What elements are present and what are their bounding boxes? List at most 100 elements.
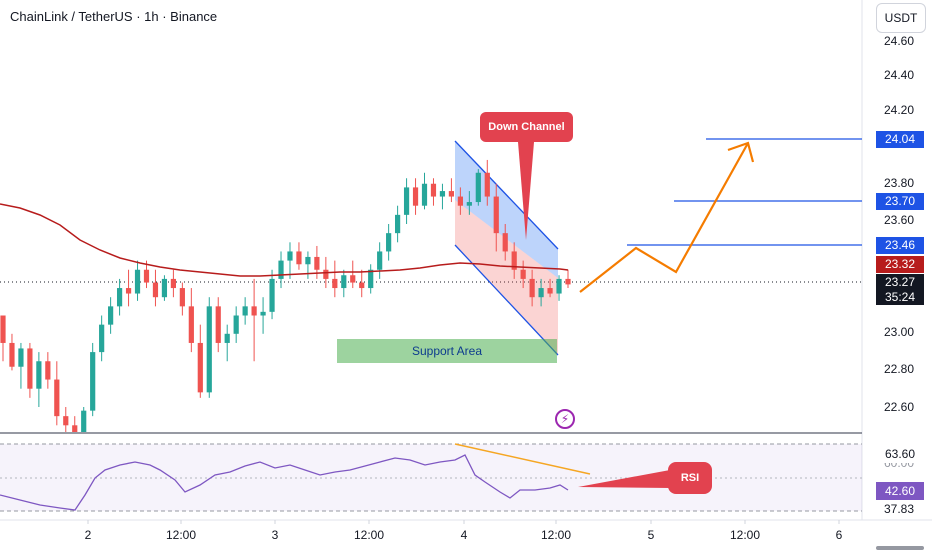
candle-body [224,333,230,343]
projection-arrowhead [727,141,755,163]
candle-body [116,288,123,307]
down-channel-pointer [518,142,534,240]
time-axis-ticks [87,520,840,524]
candle-body [386,233,392,252]
candle-body [296,251,302,265]
candle-body [350,275,356,283]
candle-body [511,251,517,270]
candle-body [206,306,212,393]
candle-body [63,416,69,426]
candle-body [152,282,159,298]
moving-average-line [0,203,569,277]
rsi-divergence-line [454,443,591,475]
candle-body [421,183,428,206]
time-tick: 4 [460,528,468,542]
chart-title: ChainLink / TetherUS · 1h · Binance [10,9,218,24]
candle-body [359,282,365,289]
candle-body [0,315,6,343]
level-badge-2: 23.70 [876,193,924,210]
candlestick-series [0,159,571,432]
level-badge-3: 23.46 [876,237,924,254]
time-tick: 3 [271,528,279,542]
candle-body [108,306,114,325]
price-tick: 24.60 [884,34,915,48]
candle-body [314,256,320,270]
rsi-lower-tick: 37.83 [884,502,915,516]
candle-body [278,260,284,279]
candle-body [125,288,132,294]
candle-body [529,278,535,298]
candle-body [161,278,168,298]
time-tick: 6 [835,528,843,542]
support-area-label[interactable]: Support Area [337,339,557,363]
time-tick: 12:00 [353,528,385,542]
rsi-pointer [578,470,670,488]
candle-body [412,187,419,206]
candle-body [368,269,374,289]
candle-body [81,410,87,432]
lightning-alert-icon[interactable]: ⚡ [555,409,575,429]
candle-body [287,251,293,261]
down-channel-callout[interactable]: Down Channel [480,112,573,142]
down-channel-top [454,140,559,250]
candle-body [242,306,248,316]
time-tick: 12:00 [540,528,572,542]
current-price-badge: 23.27 [876,274,924,290]
candle-body [305,256,311,265]
candle-body [99,324,105,353]
candle-body [439,191,446,197]
candle-body [179,288,185,307]
candle-body [170,278,176,289]
prev-close-badge: 23.32 [876,256,924,273]
candle-body [251,306,257,316]
candle-body [323,269,329,279]
rsi-callout[interactable]: RSI [668,462,712,494]
candle-body [36,361,42,389]
candle-body [520,269,526,279]
candle-body [134,269,141,294]
candle-body [502,233,508,252]
rsi-line [0,454,569,511]
price-tick: 23.60 [884,213,915,227]
candle-body [143,269,150,283]
price-tick: 22.80 [884,362,915,376]
currency-selector[interactable]: USDT [876,3,926,33]
price-tick: 24.40 [884,68,915,82]
candle-body [233,315,239,334]
candle-body [215,306,221,343]
candle-body [457,196,463,206]
candle-body [18,348,24,367]
time-tick: 5 [647,528,655,542]
projection-path [579,142,749,293]
candle-body [403,187,410,215]
countdown-badge: 35:24 [876,290,924,305]
candle-body [395,214,401,234]
candle-body [188,306,194,343]
time-tick: 12:00 [729,528,761,542]
candle-body [547,288,553,294]
candle-body [565,278,571,285]
price-tick: 23.00 [884,325,915,339]
time-tick: 12:00 [165,528,197,542]
candle-body [430,183,437,197]
rsi-current-badge: 42.60 [876,482,924,500]
candle-body [269,278,275,312]
candle-body [538,288,544,298]
candle-body [556,278,562,294]
candle-body [493,196,499,234]
candle-body [466,202,472,206]
time-axis-scrollbar[interactable] [876,546,924,550]
candle-body [72,425,78,432]
price-tick: 22.60 [884,400,915,414]
candle-body [197,342,203,393]
candle-body [484,172,490,197]
price-tick: 24.20 [884,103,915,117]
time-tick: 2 [84,528,92,542]
candle-body [27,348,33,389]
candle-body [332,278,338,289]
candle-body [9,342,15,367]
candle-body [54,379,60,417]
rsi-upper-badge: 63.60 [876,446,924,463]
